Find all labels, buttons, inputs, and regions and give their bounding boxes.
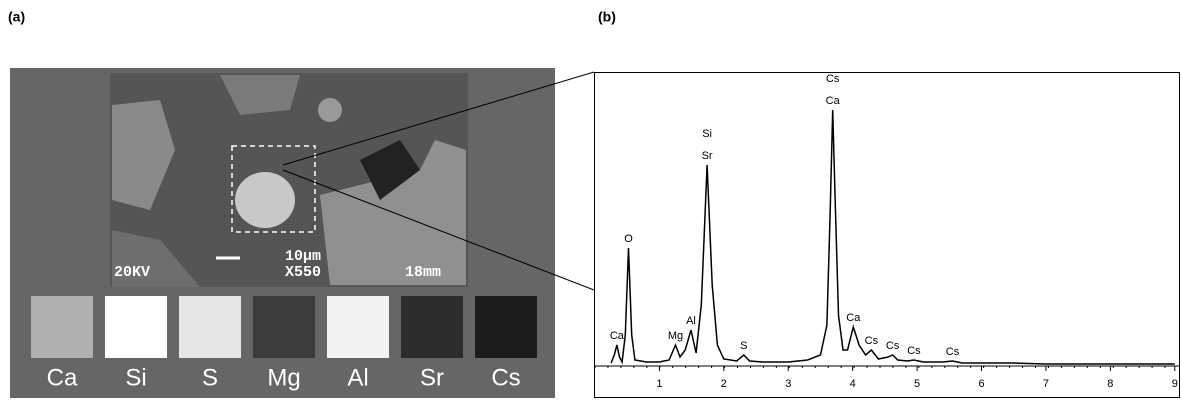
x-tick-label: 9 <box>1172 378 1178 390</box>
element-map <box>105 296 167 358</box>
element-label: S <box>202 364 218 391</box>
figure: (a) (b) 10µm 20KV X550 18mm CaSiSMgAlSrC… <box>0 0 1182 400</box>
peak-label: Ca <box>846 312 861 324</box>
panel-label: (b) <box>598 9 616 25</box>
element-map <box>475 296 537 358</box>
peak-label: Ca <box>826 95 841 107</box>
peak-label: Al <box>686 315 696 327</box>
scale-bar-label: 10µm <box>285 248 321 265</box>
element-label: Si <box>125 364 146 391</box>
x-tick-label: 3 <box>785 378 791 390</box>
element-label: Al <box>347 364 368 391</box>
x-tick-label: 7 <box>1043 378 1049 390</box>
peak-label: Si <box>702 128 712 140</box>
peak-label: S <box>740 340 747 352</box>
x-tick-label: 8 <box>1107 378 1113 390</box>
element-label: Cs <box>491 364 520 391</box>
sem-magnification: X550 <box>285 264 321 281</box>
panel-label: (a) <box>8 9 25 25</box>
peak-label: O <box>624 233 633 245</box>
element-label: Mg <box>267 364 300 391</box>
peak-label: Cs <box>886 340 900 352</box>
peak-label: Cs <box>946 346 960 358</box>
x-tick-label: 6 <box>978 378 984 390</box>
element-map <box>401 296 463 358</box>
peak-label: Cs <box>907 345 921 357</box>
peak-label: Cs <box>826 73 840 85</box>
element-label: Sr <box>420 364 444 391</box>
x-tick-label: 2 <box>721 378 727 390</box>
element-map <box>31 296 93 358</box>
element-map <box>327 296 389 358</box>
element-label: Ca <box>47 364 78 391</box>
peak-label: Mg <box>668 330 683 342</box>
x-tick-label: 1 <box>656 378 662 390</box>
sem-distance: 18mm <box>405 264 441 281</box>
peak-label: Sr <box>702 150 713 162</box>
peak-label: Cs <box>865 335 879 347</box>
sem-voltage: 20KV <box>114 264 150 281</box>
element-map <box>253 296 315 358</box>
x-tick-label: 5 <box>914 378 920 390</box>
element-map <box>179 296 241 358</box>
x-tick-label: 4 <box>850 378 856 390</box>
peak-label: Ca <box>610 330 625 342</box>
